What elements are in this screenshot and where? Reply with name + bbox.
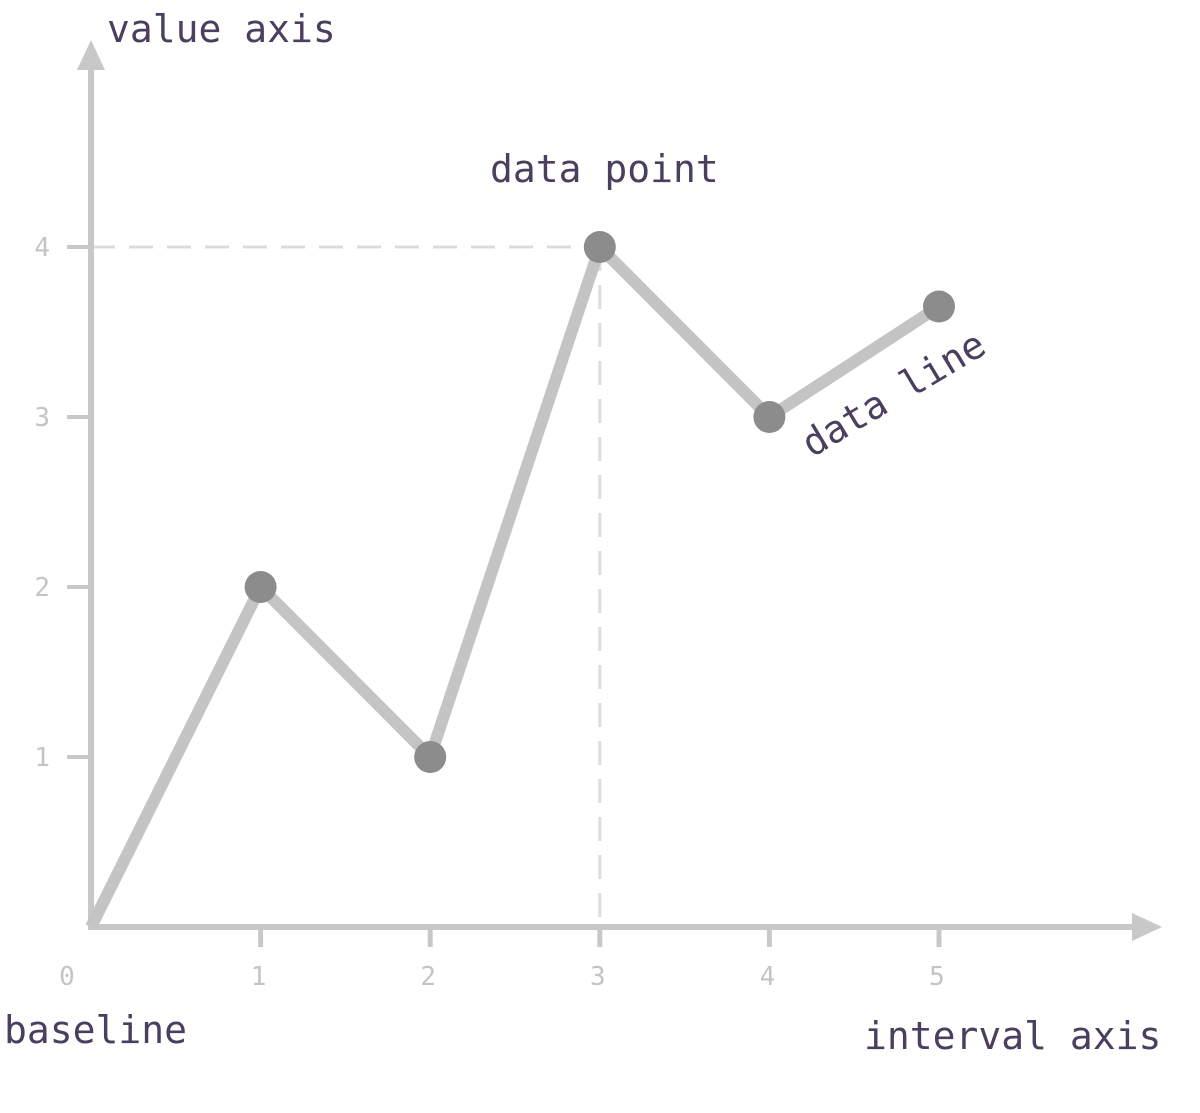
data-points [244, 231, 955, 773]
y-tick-label: 4 [34, 233, 50, 263]
y-tick-label: 1 [34, 743, 50, 773]
x-tick-label: 2 [420, 962, 436, 992]
value-axis-arrow [77, 40, 105, 70]
data-line-label: data line [794, 322, 993, 466]
y-tick-label: 3 [34, 403, 50, 433]
data-point-marker [583, 231, 616, 263]
y-ticks: 1 2 3 4 [34, 233, 91, 773]
data-line [85, 235, 943, 930]
data-point-marker [414, 741, 447, 773]
data-point-marker [753, 401, 786, 433]
baseline-label: baseline [4, 1008, 187, 1052]
value-axis-label: value axis [107, 7, 336, 51]
x-tick-label: 5 [929, 962, 945, 992]
x-tick-label: 0 [59, 962, 75, 992]
x-ticks: 0 1 2 3 4 5 [59, 927, 945, 992]
x-tick-label: 1 [251, 962, 267, 992]
y-tick-label: 2 [34, 573, 50, 603]
data-point-marker [244, 571, 277, 603]
x-tick-label: 4 [760, 962, 776, 992]
x-tick-label: 3 [590, 962, 606, 992]
interval-axis-arrow [1132, 913, 1162, 941]
data-point-label: data point [490, 147, 719, 191]
interval-axis-label: interval axis [864, 1014, 1161, 1058]
data-point-marker [923, 290, 955, 323]
